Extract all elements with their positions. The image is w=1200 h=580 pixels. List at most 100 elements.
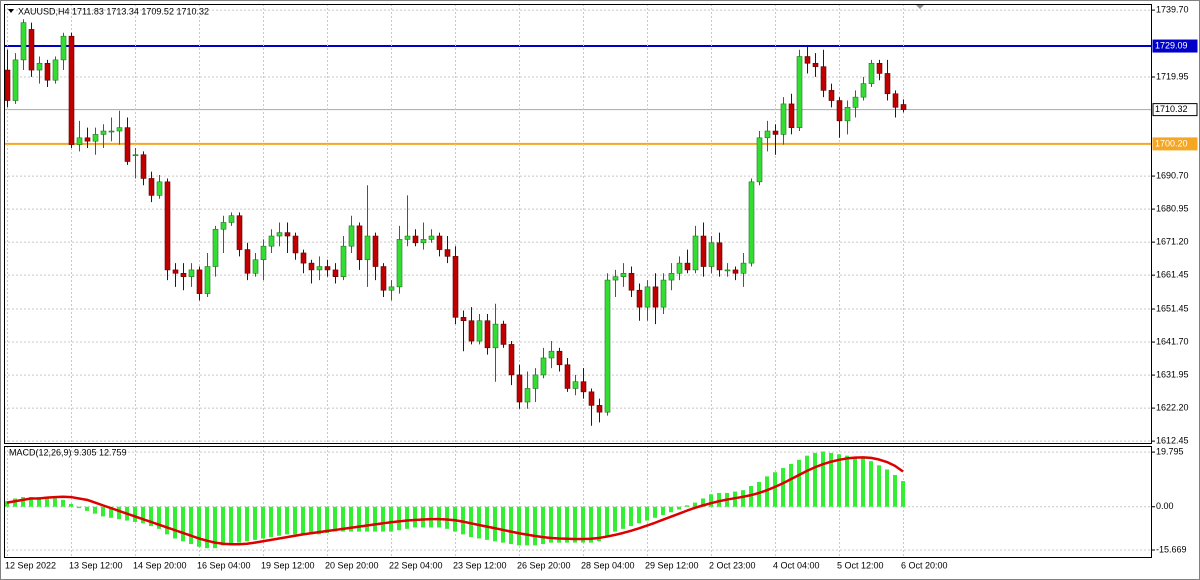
- macd-histogram-bar: [245, 506, 249, 542]
- candle-body: [396, 239, 403, 288]
- candle-body: [780, 103, 787, 135]
- macd-histogram-bar: [693, 502, 697, 507]
- candle-body: [4, 69, 11, 101]
- y-tick-label: 1739.70: [1156, 4, 1189, 14]
- candle-body: [588, 391, 595, 406]
- candle-body: [756, 137, 763, 183]
- candle-body: [484, 320, 491, 349]
- macd-histogram-bar: [37, 497, 41, 507]
- macd-histogram-bar: [829, 452, 833, 507]
- candle-body: [604, 279, 611, 413]
- macd-histogram-bar: [333, 506, 337, 532]
- candle-body: [444, 249, 451, 257]
- macd-histogram-bar: [381, 506, 385, 532]
- macd-histogram-bar: [805, 455, 809, 507]
- candle-body: [796, 56, 803, 128]
- macd-histogram-bar: [901, 481, 905, 507]
- candle-body: [660, 279, 667, 308]
- candle-body: [76, 137, 83, 145]
- candle-body: [548, 350, 555, 359]
- macd-histogram-bar: [21, 497, 25, 507]
- macd-histogram-bar: [429, 506, 433, 528]
- macd-histogram-bar: [853, 457, 857, 507]
- macd-histogram-bar: [101, 506, 105, 517]
- macd-histogram-bar: [61, 499, 65, 507]
- candle-body: [812, 62, 819, 67]
- macd-histogram-bar: [525, 506, 529, 546]
- candle-body: [508, 344, 515, 376]
- macd-histogram-bar: [677, 506, 681, 510]
- macd-histogram-bar: [69, 503, 73, 507]
- macd-histogram-bar: [141, 506, 145, 524]
- candle-body: [348, 225, 355, 247]
- candle-body: [860, 83, 867, 98]
- candle-body: [132, 154, 139, 157]
- candle-body: [644, 286, 651, 308]
- macd-histogram-bar: [29, 497, 33, 507]
- candle-body: [684, 262, 691, 271]
- y-tick-label: 1671.20: [1156, 237, 1189, 247]
- macd-histogram-bar: [205, 506, 209, 549]
- macd-histogram-bar: [133, 506, 137, 522]
- candle-body: [52, 59, 59, 81]
- macd-histogram-bar: [893, 474, 897, 507]
- y-tick-label: 1680.95: [1156, 203, 1189, 213]
- candle-body: [492, 323, 499, 349]
- macd-histogram-bar: [405, 506, 409, 529]
- macd-histogram-bar: [573, 506, 577, 543]
- candle-body: [20, 22, 27, 61]
- candle-body: [724, 269, 731, 272]
- candle-body: [172, 269, 179, 274]
- x-tick-label: 29 Sep 12:00: [645, 560, 699, 570]
- candle-body: [476, 320, 483, 342]
- y-tick-label: 1719.95: [1156, 71, 1189, 81]
- level-label-box: [1152, 137, 1198, 151]
- candle-body: [108, 130, 115, 133]
- candle-body: [652, 286, 659, 308]
- macd-histogram-bar: [85, 506, 89, 511]
- macd-histogram-bar: [285, 506, 289, 535]
- x-tick-label: 5 Oct 12:00: [837, 560, 884, 570]
- price-panel-title: XAUUSD,H4 1711.83 1713.34 1709.52 1710.3…: [18, 6, 209, 16]
- candle-body: [28, 29, 35, 71]
- candle-body: [612, 276, 619, 281]
- macd-histogram-bar: [517, 506, 521, 546]
- level-label-box: [1152, 103, 1198, 117]
- candle-body: [700, 235, 707, 267]
- candle-body: [900, 104, 907, 110]
- x-tick-label: 23 Sep 12:00: [453, 560, 507, 570]
- x-tick-label: 19 Sep 12:00: [261, 560, 315, 570]
- macd-histogram-bar: [221, 506, 225, 546]
- candle-body: [36, 62, 43, 71]
- x-tick-label: 12 Sep 2022: [5, 560, 56, 570]
- candle-body: [236, 215, 243, 250]
- candle-body: [380, 266, 387, 291]
- macd-histogram-bar: [589, 506, 593, 543]
- candle-body: [140, 154, 147, 179]
- x-tick-label: 16 Sep 04:00: [197, 560, 251, 570]
- macd-histogram-bar: [165, 506, 169, 535]
- candle-body: [716, 242, 723, 271]
- x-tick-label: 28 Sep 04:00: [581, 560, 635, 570]
- price-panel-frame: [4, 4, 1152, 444]
- macd-histogram-bar: [701, 498, 705, 507]
- candle-body: [372, 235, 379, 267]
- symbol-menu-icon[interactable]: [8, 9, 14, 13]
- candle-body: [788, 103, 795, 128]
- macd-histogram-bar: [253, 506, 257, 540]
- candle-body: [636, 289, 643, 308]
- macd-histogram-bar: [877, 465, 881, 507]
- candle-body: [572, 381, 579, 389]
- macd-histogram-bar: [309, 506, 313, 535]
- macd-histogram-bar: [717, 492, 721, 507]
- candle-body: [156, 181, 163, 196]
- candle-body: [60, 35, 67, 61]
- x-tick-label: 20 Sep 20:00: [325, 560, 379, 570]
- candle-body: [564, 364, 571, 389]
- macd-histogram-bar: [45, 498, 49, 507]
- macd-signal-line: [6, 456, 904, 546]
- macd-histogram-bar: [389, 506, 393, 532]
- candle-body: [268, 235, 275, 247]
- macd-histogram-bar: [557, 506, 561, 543]
- macd-histogram-bar: [821, 451, 825, 507]
